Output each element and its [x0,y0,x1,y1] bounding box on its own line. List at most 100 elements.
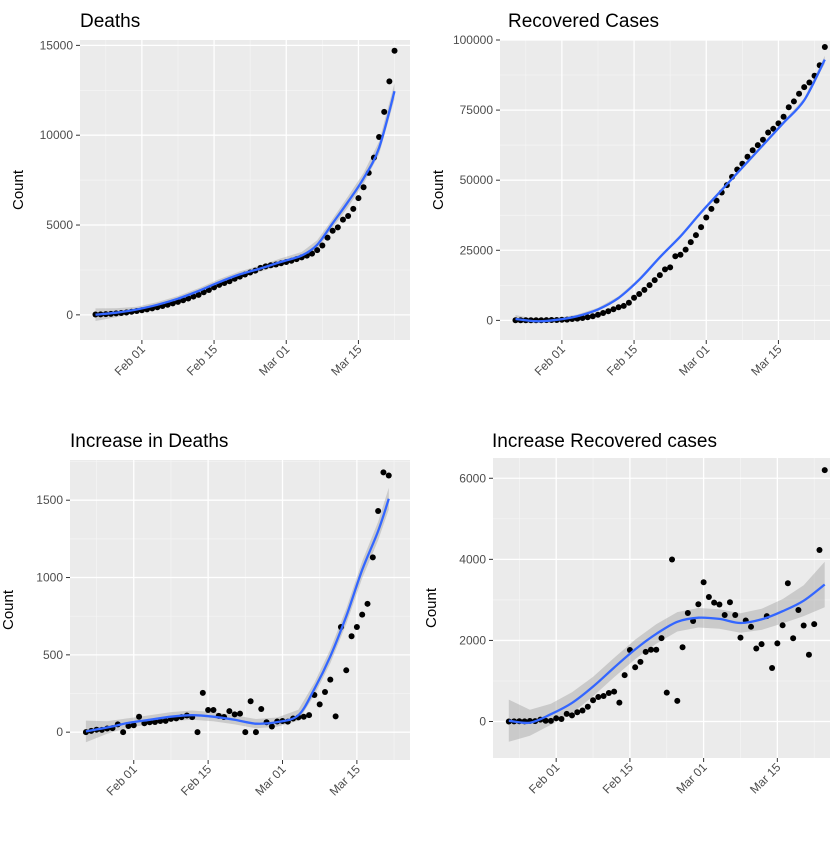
x-tick-label: Mar 01 [676,342,713,379]
data-point [656,272,663,279]
data-point [705,594,712,601]
panel-background [493,458,830,758]
data-point [682,246,689,253]
data-point [120,729,127,736]
data-point [579,707,586,714]
x-tick-label: Mar 15 [747,760,784,797]
chart-title: Increase Recovered cases [492,431,717,452]
data-point [152,718,158,725]
y-axis-title: Count [430,169,447,210]
y-tick-label: 75000 [460,103,494,117]
data-point [199,689,206,696]
data-point [136,713,143,720]
data-point [247,698,254,705]
data-point [784,580,791,587]
data-point [589,313,596,320]
data-point [180,297,187,304]
x-tick-label: Feb 15 [184,342,221,379]
data-point [185,295,192,302]
data-point [642,648,649,655]
data-point [667,264,674,271]
data-point [631,294,638,301]
data-point [641,286,648,293]
data-point [708,205,715,212]
data-point [306,712,313,719]
data-point [391,47,398,54]
data-point [748,623,755,630]
data-point [779,622,786,629]
data-point [252,729,259,736]
y-tick-label: 1500 [36,493,63,507]
confidence-band [508,561,825,742]
chart-title: Increase in Deaths [70,431,228,452]
x-tick-label: Mar 15 [327,762,364,799]
data-point [327,676,334,683]
data-point [625,299,632,306]
x-tick-label: Mar 01 [252,762,289,799]
smooth-line [95,90,396,316]
x-tick-label: Feb 01 [526,760,563,797]
data-point [785,104,792,111]
data-point [811,621,818,628]
y-axis-title: Count [423,587,440,628]
data-point [672,253,679,260]
y-tick-label: 500 [43,648,63,662]
data-point [314,247,321,254]
y-tick-label: 50000 [460,173,494,187]
data-point [258,705,265,712]
data-point [348,633,355,640]
chart-panel-0: 0 5000 10000 15000 Feb 01 Feb 15 Mar 01 Mar 15 D… [10,11,410,379]
x-tick-label: Mar 15 [748,342,785,379]
data-point [574,709,581,716]
data-point [300,713,307,720]
y-tick-label: 0 [56,725,63,739]
data-point [194,729,201,736]
data-point [695,601,702,608]
x-tick-label: Feb 01 [112,342,149,379]
data-point [821,44,828,51]
smooth-line [515,59,826,323]
data-point [316,701,323,708]
data-point [611,688,618,695]
data-point [324,234,331,241]
data-point [210,707,217,714]
chart-panel-1: 0 25000 50000 75000 100000 Feb 01 Feb 15 Mar 01… [430,11,830,379]
data-point [647,646,654,653]
data-point [679,644,686,651]
data-point [775,120,782,127]
data-point [610,306,617,313]
data-point [584,314,591,321]
panel-background [80,40,410,340]
data-point [359,611,366,618]
data-point [759,136,766,143]
data-point [600,693,607,700]
data-point [553,715,560,722]
data-point [646,282,653,289]
data-point [632,664,639,671]
data-point [385,472,392,479]
data-point [350,205,357,212]
data-point [621,672,628,679]
y-axis-title: Count [10,169,27,210]
smooth-line [85,498,390,733]
data-point [800,622,807,629]
data-point [190,293,197,300]
data-point [547,717,554,724]
data-point [662,266,668,273]
data-point [332,713,339,720]
data-point [594,311,601,318]
y-tick-label: 2000 [459,633,486,647]
data-point [345,213,352,220]
y-tick-label: 4000 [459,552,486,566]
data-point [205,707,212,714]
y-tick-label: 6000 [459,471,486,485]
x-tick-label: Mar 01 [673,760,710,797]
data-point [774,640,781,647]
data-point [375,508,382,515]
data-point [732,612,739,619]
data-point [806,79,813,86]
data-point [334,224,341,231]
data-point [790,98,797,105]
